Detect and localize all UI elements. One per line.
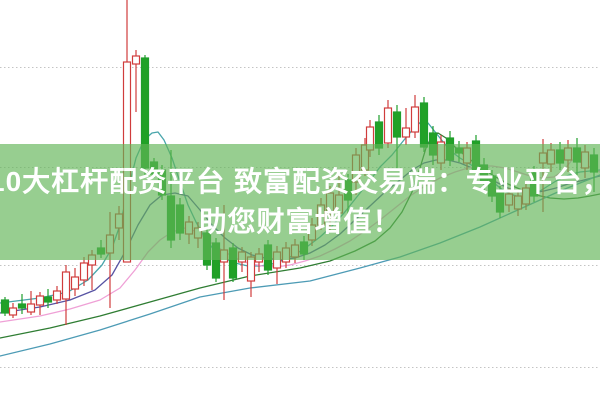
candle-body — [0, 299, 10, 314]
candle-body — [419, 102, 429, 148]
candle-up — [26, 291, 36, 315]
candle-body — [35, 295, 45, 306]
candle-down — [0, 297, 10, 316]
candle-up — [410, 95, 420, 138]
candle-up — [383, 100, 393, 148]
candle-up — [35, 292, 45, 315]
candle-body — [8, 307, 18, 316]
promo-banner: 10大杠杆配资平台 致富配资交易端：专业平台， 助您财富增值！ — [0, 144, 600, 260]
candle-up — [131, 50, 141, 112]
candle-body — [401, 127, 411, 138]
candle-down — [43, 289, 53, 308]
promo-banner-line-1: 10大杠杆配资平台 致富配资交易端：专业平台， — [0, 166, 600, 197]
candle-body — [61, 271, 71, 300]
candle-body — [246, 256, 256, 282]
candle-body — [392, 111, 402, 138]
candle-down — [17, 294, 27, 314]
candle-up — [70, 268, 80, 296]
promo-banner-line-2: 助您财富增值！ — [198, 206, 402, 237]
candle-body — [79, 262, 89, 281]
candle-body — [52, 290, 62, 301]
candle-body — [26, 303, 36, 313]
candle-up — [52, 286, 62, 304]
candle-up — [401, 108, 411, 145]
candle-up — [8, 303, 18, 318]
candle-body — [17, 303, 27, 309]
candle-body — [70, 276, 80, 290]
candle-up — [61, 265, 71, 325]
candle-body — [131, 55, 141, 65]
candle-body — [410, 106, 420, 133]
candle-body — [43, 296, 53, 303]
candle-body — [383, 107, 393, 144]
